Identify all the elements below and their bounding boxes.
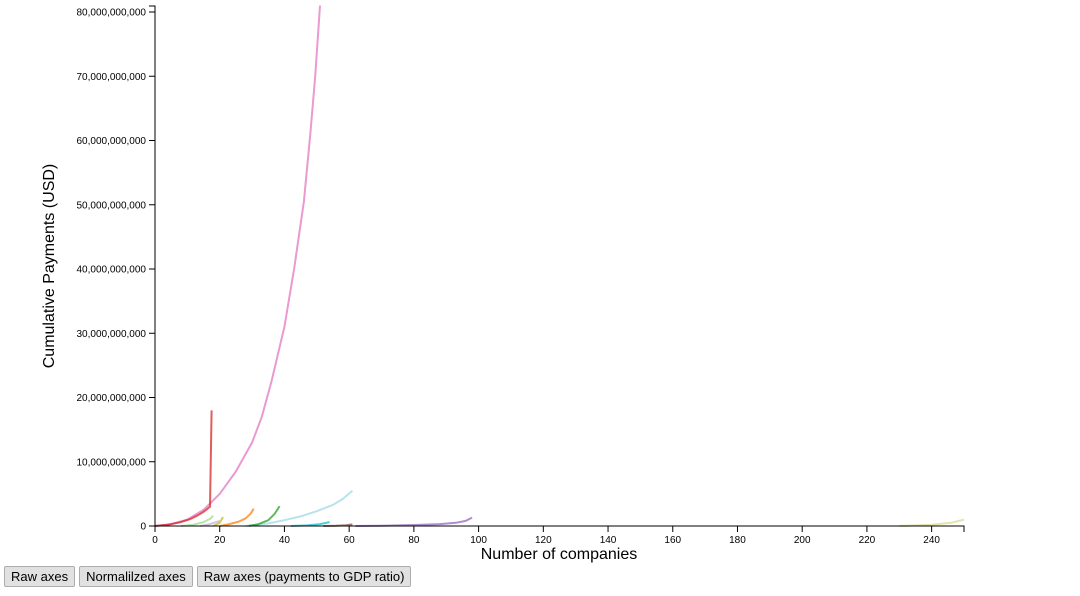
axis-controls: Raw axes Normalilzed axes Raw axes (paym… <box>4 566 412 587</box>
normalized-axes-button[interactable]: Normalilzed axes <box>79 566 193 587</box>
y-axis-line <box>149 5 156 527</box>
x-axis-line <box>154 525 965 532</box>
series-line-7 <box>180 514 214 527</box>
series-line-1 <box>154 5 321 527</box>
series-line-6 <box>248 505 281 527</box>
x-tick-label: 100 <box>470 535 487 546</box>
x-tick-label: 80 <box>408 535 420 546</box>
y-tick-label: 80,000,000,000 <box>76 8 146 19</box>
series-line-4 <box>355 516 473 527</box>
y-tick-label: 40,000,000,000 <box>76 265 146 276</box>
y-tick-label: 70,000,000,000 <box>76 72 146 83</box>
plot-lines <box>154 5 965 527</box>
raw-axes-button[interactable]: Raw axes <box>4 566 76 587</box>
x-tick-label: 240 <box>923 535 940 546</box>
x-tick-label: 0 <box>152 535 158 546</box>
series-line-2 <box>154 410 213 527</box>
y-axis: 0 10,000,000,000 20,000,000,000 30,000,000,… <box>76 5 156 533</box>
y-axis-title: Cumulative Payments (USD) <box>41 164 58 369</box>
y-tick-label: 30,000,000,000 <box>76 329 146 340</box>
x-tick-label: 60 <box>344 535 356 546</box>
x-tick-label: 120 <box>535 535 552 546</box>
x-tick-label: 140 <box>600 535 617 546</box>
chart-svg: 0 10,000,000,000 20,000,000,000 30,000,000,… <box>41 5 965 563</box>
x-tick-label: 20 <box>214 535 226 546</box>
x-tick-label: 200 <box>794 535 811 546</box>
series-line-11 <box>899 518 965 527</box>
y-tick-label: 50,000,000,000 <box>76 200 146 211</box>
x-axis: 0 20 40 60 80 100 120 140 160 180 200 220 240 <box>152 525 965 546</box>
x-tick-label: 220 <box>859 535 876 546</box>
x-tick-label: 160 <box>664 535 681 546</box>
series-line-5 <box>219 508 255 527</box>
x-axis-title: Number of companies <box>481 546 638 563</box>
y-tick-label: 10,000,000,000 <box>76 457 146 468</box>
x-tick-label: 180 <box>729 535 746 546</box>
y-tick-label: 60,000,000,000 <box>76 136 146 147</box>
gdp-ratio-axes-button[interactable]: Raw axes (payments to GDP ratio) <box>196 566 412 587</box>
series-line-8 <box>212 516 224 527</box>
x-tick-label: 40 <box>279 535 291 546</box>
series-line-3 <box>245 489 354 527</box>
series-line-12 <box>200 519 221 527</box>
y-tick-label: 20,000,000,000 <box>76 393 146 404</box>
y-tick-label: 0 <box>140 522 146 533</box>
